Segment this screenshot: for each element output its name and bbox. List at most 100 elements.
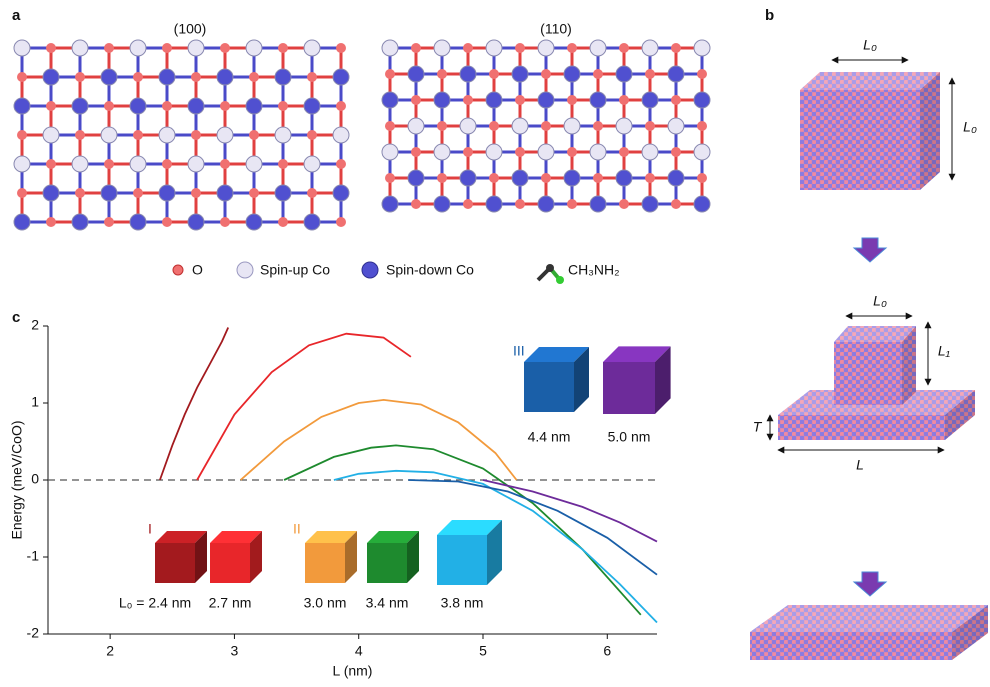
cobalt <box>434 40 450 56</box>
oxygen <box>697 69 707 79</box>
oxygen <box>385 121 395 131</box>
cobalt <box>642 196 658 212</box>
legend-label: 3.0 nm <box>304 595 347 611</box>
dimension-label: L₀ <box>963 119 977 135</box>
cobalt <box>382 92 398 108</box>
cobalt <box>246 40 262 56</box>
oxygen <box>162 101 172 111</box>
oxygen <box>220 159 230 169</box>
cobalt <box>188 98 204 114</box>
oxygen <box>463 147 473 157</box>
oxygen <box>133 130 143 140</box>
oxygen <box>411 199 421 209</box>
figure: a b c (100) (110) O Spin-up Co Spin-down… <box>0 0 990 682</box>
oxygen <box>463 95 473 105</box>
cobalt <box>538 144 554 160</box>
cobalt <box>668 118 684 134</box>
cobalt <box>538 40 554 56</box>
oxygen <box>162 159 172 169</box>
oxygen <box>104 101 114 111</box>
oxygen <box>336 217 346 227</box>
cobalt <box>159 185 175 201</box>
cobalt <box>694 40 710 56</box>
cobalt <box>333 185 349 201</box>
legend-symbol <box>173 265 183 275</box>
legend-label: 3.8 nm <box>441 595 484 611</box>
cobalt <box>486 40 502 56</box>
cobalt <box>460 66 476 82</box>
cobalt <box>434 196 450 212</box>
cobalt <box>130 40 146 56</box>
oxygen <box>645 69 655 79</box>
cobalt <box>188 40 204 56</box>
cobalt <box>130 214 146 230</box>
oxygen <box>249 72 259 82</box>
cobalt <box>564 118 580 134</box>
cobalt <box>304 40 320 56</box>
oxygen <box>249 130 259 140</box>
cobalt <box>434 92 450 108</box>
oxygen <box>619 95 629 105</box>
legend-cube <box>437 535 487 585</box>
cobalt <box>14 40 30 56</box>
cobalt <box>538 196 554 212</box>
oxygen <box>671 43 681 53</box>
cobalt <box>408 170 424 186</box>
oxygen <box>133 72 143 82</box>
cobalt <box>590 40 606 56</box>
oxygen <box>249 188 259 198</box>
nanosheet <box>750 605 988 660</box>
legend-symbol <box>362 262 378 278</box>
x-tick-label: 2 <box>106 643 114 659</box>
cobalt <box>246 214 262 230</box>
legend-symbol <box>237 262 253 278</box>
oxygen <box>46 159 56 169</box>
oxygen <box>593 69 603 79</box>
oxygen <box>307 130 317 140</box>
cobalt <box>616 170 632 186</box>
x-axis-label: L (nm) <box>333 663 373 679</box>
cobalt <box>217 127 233 143</box>
oxygen <box>567 199 577 209</box>
x-tick-label: 5 <box>479 643 487 659</box>
dimension-label: L₀ <box>873 293 887 309</box>
oxygen <box>489 173 499 183</box>
y-axis-label: Energy (meV/CoO) <box>9 420 25 539</box>
panel-label: a <box>12 7 21 24</box>
cobalt <box>434 144 450 160</box>
oxygen <box>515 147 525 157</box>
y-tick-label: 1 <box>31 394 39 410</box>
group-label: III <box>513 343 525 359</box>
cobalt <box>642 144 658 160</box>
cobalt <box>590 196 606 212</box>
cobalt <box>642 40 658 56</box>
oxygen <box>336 159 346 169</box>
oxygen <box>336 101 346 111</box>
cobalt <box>101 69 117 85</box>
oxygen <box>619 147 629 157</box>
oxygen <box>220 101 230 111</box>
cobalt <box>486 92 502 108</box>
panel-label: c <box>12 309 20 326</box>
cobalt <box>188 156 204 172</box>
cobalt <box>333 69 349 85</box>
oxygen <box>541 69 551 79</box>
x-tick-label: 3 <box>231 643 239 659</box>
legend-label: CH₃NH₂ <box>568 262 620 278</box>
oxygen <box>336 43 346 53</box>
legend-label: 2.7 nm <box>209 595 252 611</box>
oxygen <box>191 72 201 82</box>
oxygen <box>75 188 85 198</box>
x-tick-label: 6 <box>603 643 611 659</box>
cobalt <box>304 156 320 172</box>
legend-cube <box>210 543 250 583</box>
series-line <box>241 400 517 480</box>
nanocube <box>800 72 940 190</box>
series-line <box>483 480 657 542</box>
series-line <box>160 328 228 481</box>
legend-cube <box>524 362 574 412</box>
legend-label: 4.4 nm <box>528 429 571 445</box>
oxygen <box>411 43 421 53</box>
oxygen <box>437 121 447 131</box>
oxygen <box>671 199 681 209</box>
